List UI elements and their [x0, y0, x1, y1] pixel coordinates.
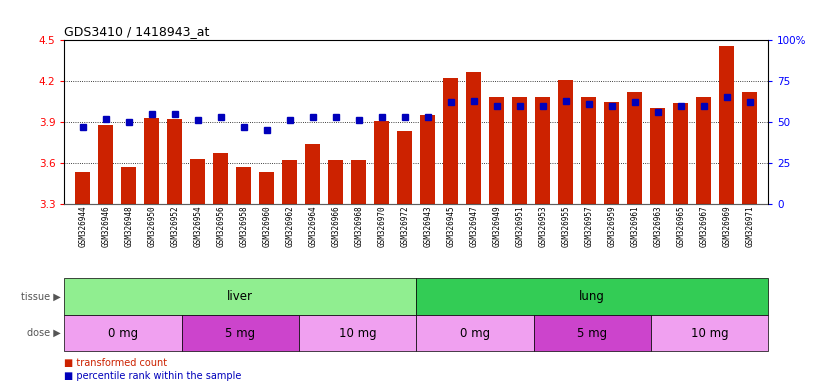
Text: tissue ▶: tissue ▶	[21, 291, 60, 302]
Bar	[306, 144, 320, 204]
Text: 5 mg: 5 mg	[577, 327, 607, 339]
Bar	[98, 125, 113, 204]
Bar	[64, 315, 182, 351]
Text: GSM326951: GSM326951	[515, 206, 525, 247]
Bar	[282, 160, 297, 204]
Text: ■ transformed count: ■ transformed count	[64, 358, 168, 368]
Text: GSM326970: GSM326970	[377, 206, 387, 247]
Text: GSM326948: GSM326948	[125, 206, 133, 247]
Bar	[121, 167, 136, 204]
Bar	[650, 108, 665, 204]
Text: 0 mg: 0 mg	[108, 327, 138, 339]
Text: GSM326944: GSM326944	[78, 206, 88, 247]
Bar	[168, 119, 183, 204]
Bar	[512, 98, 527, 204]
Text: GSM326967: GSM326967	[700, 206, 708, 247]
Text: GSM326950: GSM326950	[147, 206, 156, 247]
Bar	[627, 92, 643, 204]
Text: GSM326957: GSM326957	[584, 206, 593, 247]
Text: GSM326963: GSM326963	[653, 206, 662, 247]
Bar	[190, 159, 206, 204]
Bar	[558, 80, 573, 204]
Bar	[605, 101, 620, 204]
Bar	[182, 315, 299, 351]
Text: GSM326955: GSM326955	[562, 206, 570, 247]
Bar	[534, 315, 651, 351]
Bar	[329, 160, 344, 204]
Bar	[743, 92, 757, 204]
Bar	[236, 167, 251, 204]
Text: GSM326952: GSM326952	[170, 206, 179, 247]
Bar	[213, 153, 228, 204]
Bar	[64, 278, 416, 315]
Text: GSM326954: GSM326954	[193, 206, 202, 247]
Bar	[145, 118, 159, 204]
Text: GSM326968: GSM326968	[354, 206, 363, 247]
Text: GDS3410 / 1418943_at: GDS3410 / 1418943_at	[64, 25, 210, 38]
Bar	[673, 103, 688, 204]
Text: GSM326945: GSM326945	[446, 206, 455, 247]
Text: GSM326943: GSM326943	[423, 206, 432, 247]
Text: GSM326966: GSM326966	[331, 206, 340, 247]
Text: GSM326969: GSM326969	[722, 206, 731, 247]
Bar	[351, 160, 366, 204]
Text: dose ▶: dose ▶	[26, 328, 60, 338]
Text: ■ percentile rank within the sample: ■ percentile rank within the sample	[64, 371, 242, 381]
Bar	[75, 172, 90, 204]
Bar	[651, 315, 768, 351]
Bar	[696, 98, 711, 204]
Text: GSM326961: GSM326961	[630, 206, 639, 247]
Text: liver: liver	[227, 290, 254, 303]
Text: GSM326959: GSM326959	[607, 206, 616, 247]
Text: GSM326953: GSM326953	[539, 206, 548, 247]
Text: GSM326964: GSM326964	[308, 206, 317, 247]
Bar	[416, 278, 768, 315]
Text: GSM326972: GSM326972	[401, 206, 410, 247]
Text: GSM326965: GSM326965	[676, 206, 686, 247]
Bar	[374, 121, 389, 204]
Text: GSM326960: GSM326960	[263, 206, 271, 247]
Bar	[535, 98, 550, 204]
Bar	[397, 131, 412, 204]
Bar	[299, 315, 416, 351]
Text: GSM326949: GSM326949	[492, 206, 501, 247]
Text: GSM326946: GSM326946	[102, 206, 111, 247]
Text: GSM326971: GSM326971	[745, 206, 754, 247]
Bar	[259, 172, 274, 204]
Text: GSM326962: GSM326962	[285, 206, 294, 247]
Bar	[582, 98, 596, 204]
Text: GSM326958: GSM326958	[240, 206, 249, 247]
Bar	[420, 115, 435, 204]
Bar	[467, 71, 482, 204]
Bar	[719, 46, 734, 204]
Bar	[416, 315, 534, 351]
Bar	[489, 98, 505, 204]
Text: 10 mg: 10 mg	[691, 327, 729, 339]
Text: 0 mg: 0 mg	[460, 327, 490, 339]
Text: lung: lung	[579, 290, 605, 303]
Text: GSM326956: GSM326956	[216, 206, 225, 247]
Text: 5 mg: 5 mg	[225, 327, 255, 339]
Text: GSM326947: GSM326947	[469, 206, 478, 247]
Text: 10 mg: 10 mg	[339, 327, 377, 339]
Bar	[444, 78, 458, 204]
